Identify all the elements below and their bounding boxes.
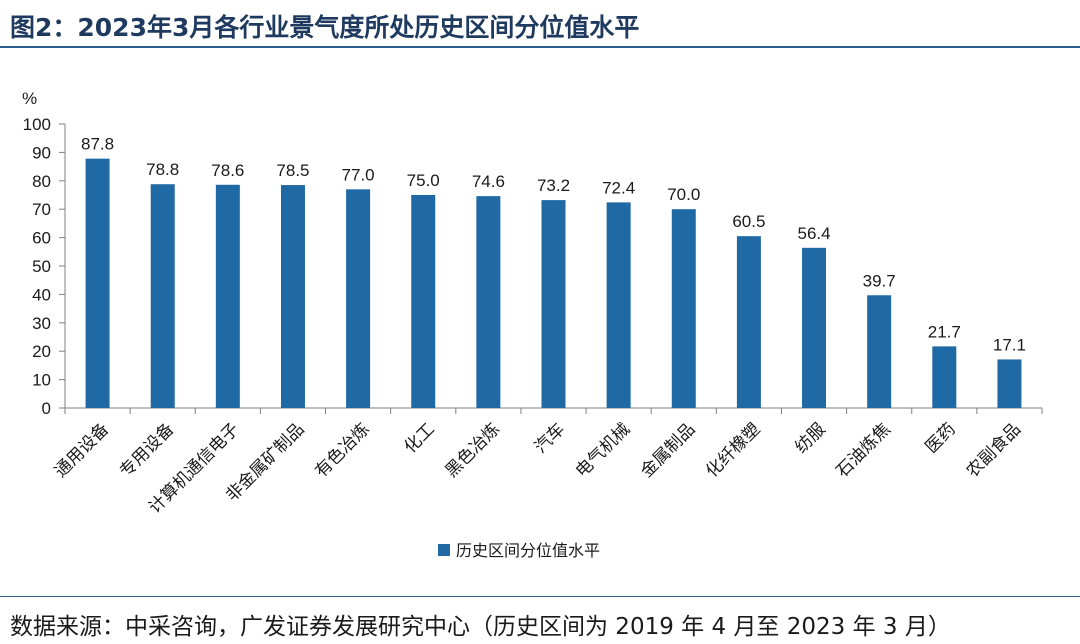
category-label: 化纤橡塑: [702, 419, 764, 481]
bar: [280, 185, 305, 408]
y-tick-label: 10: [32, 371, 51, 390]
category-label: 电气机械: [572, 419, 634, 481]
category-label: 汽车: [531, 419, 568, 456]
bar-value-label: 73.2: [537, 176, 570, 195]
y-tick-label: 50: [32, 257, 51, 276]
bar-chart: % 0 10 20 30 40 50 60 70 80 90 100 87.8 通用设备 78.8 专用设备 7…: [22, 89, 1043, 560]
bar: [997, 359, 1022, 408]
category-label: 化工: [401, 419, 438, 456]
bar-value-label: 70.0: [667, 185, 700, 204]
category-label: 有色冶炼: [311, 419, 373, 481]
bar: [867, 295, 892, 408]
bar-value-label: 56.4: [797, 224, 830, 243]
bar-value-label: 17.1: [993, 335, 1026, 354]
category-label: 金属制品: [637, 419, 699, 481]
figure-title: 图2：2023年3月各行业景气度所处历史区间分位值水平: [10, 13, 640, 42]
bar-value-label: 72.4: [602, 178, 635, 197]
bar-value-label: 74.6: [472, 172, 505, 191]
bar-value-label: 60.5: [732, 212, 765, 231]
bar: [85, 158, 110, 408]
y-axis-unit-label: %: [22, 89, 37, 108]
y-tick-label: 100: [23, 115, 51, 134]
bar: [671, 209, 696, 408]
bar: [150, 184, 175, 408]
bar: [476, 196, 501, 408]
category-label: 黑色冶炼: [442, 419, 504, 481]
bar: [346, 189, 371, 408]
legend-label: 历史区间分位值水平: [456, 542, 600, 560]
title-bar: 图2：2023年3月各行业景气度所处历史区间分位值水平: [0, 0, 1080, 48]
y-tick-label: 90: [32, 143, 51, 162]
bar: [411, 195, 436, 408]
y-tick-label: 60: [32, 229, 51, 248]
y-tick-label: 40: [32, 285, 51, 304]
bar: [736, 236, 761, 408]
source-note: 数据来源：中采咨询，广发证券发展研究中心（历史区间为 2019 年 4 月至 2…: [10, 614, 951, 640]
source-bar: 数据来源：中采咨询，广发证券发展研究中心（历史区间为 2019 年 4 月至 2…: [0, 596, 1080, 644]
bar-value-label: 21.7: [928, 322, 961, 341]
bar: [215, 184, 240, 408]
category-label: 通用设备: [51, 419, 113, 481]
category-label: 专用设备: [116, 419, 178, 481]
bar: [606, 202, 631, 408]
bar-value-label: 78.8: [146, 160, 179, 179]
category-label: 纺服: [791, 419, 828, 456]
category-label: 医药: [922, 419, 959, 456]
legend-swatch: [438, 544, 450, 556]
category-label: 石油炼焦: [832, 419, 894, 481]
bar: [802, 247, 827, 408]
y-tick-label: 20: [32, 342, 51, 361]
bar-value-label: 77.0: [342, 165, 375, 184]
y-tick-label: 30: [32, 314, 51, 333]
y-tick-label: 80: [32, 172, 51, 191]
category-label: 农副食品: [963, 419, 1025, 481]
bar-value-label: 39.7: [863, 271, 896, 290]
bar-value-label: 78.6: [211, 161, 244, 180]
bar: [932, 346, 957, 408]
bar-value-label: 75.0: [407, 171, 440, 190]
bar-value-label: 78.5: [276, 161, 309, 180]
bar-value-label: 87.8: [81, 135, 114, 154]
bar: [541, 200, 566, 408]
y-tick-label: 70: [32, 200, 51, 219]
y-tick-label: 0: [42, 399, 51, 418]
